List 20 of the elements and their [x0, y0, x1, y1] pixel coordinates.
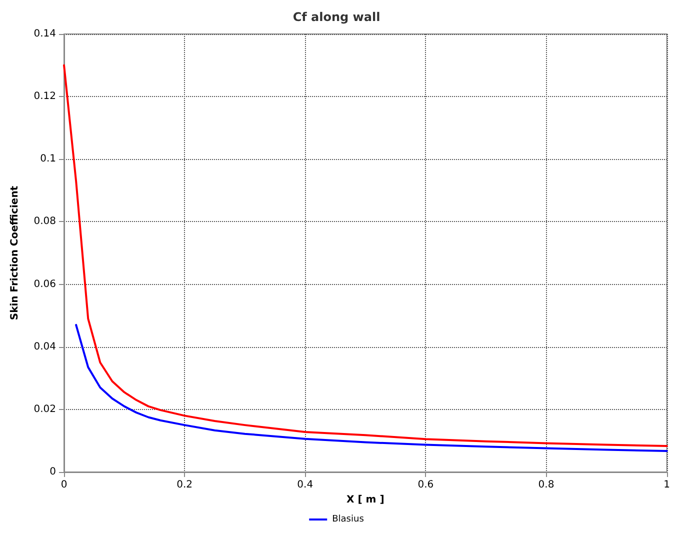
line-series [75, 324, 668, 452]
legend-label: Blasius [332, 514, 364, 524]
line-series [63, 64, 668, 448]
y-axis-title: Skin Friction Coefficient [10, 186, 20, 320]
y-tick-label: 0.12 [34, 91, 56, 102]
x-tick-label: 1 [664, 480, 670, 490]
y-tick-label: 0.02 [34, 404, 56, 415]
x-tick-label: 0.2 [176, 480, 193, 490]
x-tick-label: 0 [60, 480, 68, 490]
chart-title: Cf along wall [292, 10, 380, 24]
y-tick-label: 0.08 [34, 216, 56, 228]
y-tick-label: 0.04 [34, 341, 56, 352]
x-tick-label: 0.4 [297, 480, 314, 490]
y-tick-label: 0.14 [34, 28, 56, 40]
y-tick-label: 0.1 [40, 154, 56, 165]
x-axis-title: X [ m ] [346, 494, 384, 506]
x-tick-label: 0.8 [538, 480, 554, 490]
y-tick-label: 0 [50, 466, 56, 478]
y-tick-label: 0.06 [34, 278, 56, 290]
x-tick-label: 0.6 [418, 480, 434, 490]
